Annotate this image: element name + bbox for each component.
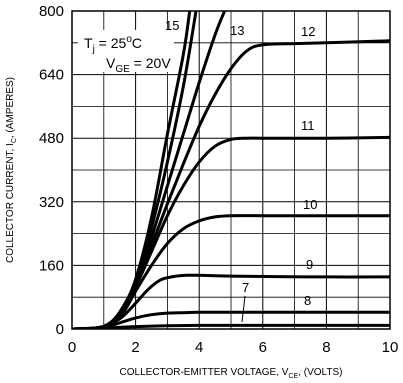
curve-label-11: 11 — [301, 118, 315, 133]
y-tick-label: 160 — [39, 257, 64, 274]
tick-labels: 0 2 4 6 8 10 0 160 320 480 640 800 — [39, 3, 398, 356]
y-tick-label: 800 — [39, 3, 64, 20]
x-tick-label: 2 — [131, 339, 139, 356]
vge-annotation: VGE = 20V — [106, 55, 171, 75]
curve-label-7: 7 — [242, 280, 249, 295]
curve-label-15: 15 — [165, 18, 179, 33]
y-tick-label: 0 — [56, 321, 64, 338]
x-tick-label: 0 — [68, 339, 76, 356]
curve-label-8: 8 — [304, 293, 311, 308]
annotation-box — [78, 30, 174, 72]
curve-label-9: 9 — [306, 257, 313, 272]
x-tick-label: 4 — [195, 339, 203, 356]
y-tick-label: 480 — [39, 130, 64, 147]
curve-labels: 7 8 9 10 11 12 13 15 — [165, 18, 317, 323]
y-tick-label: 640 — [39, 67, 64, 84]
x-tick-label: 10 — [382, 339, 399, 356]
tj-annotation: Tj = 25oC — [84, 34, 142, 55]
curve-label-10: 10 — [303, 197, 317, 212]
curve-label-13: 13 — [230, 23, 244, 38]
y-axis-title: COLLECTOR CURRENT, IC, (AMPERES) — [5, 77, 18, 263]
plot-frame — [71, 10, 391, 330]
label-7-leader — [241, 295, 246, 323]
x-axis-title: COLLECTOR-EMITTER VOLTAGE, VCE, (VOLTS) — [120, 367, 343, 380]
y-tick-label: 320 — [39, 194, 64, 211]
x-tick-label: 8 — [322, 339, 330, 356]
curves — [72, 10, 390, 329]
x-tick-label: 6 — [259, 339, 267, 356]
curve-vge-15 — [72, 10, 192, 329]
curve-label-12: 12 — [301, 24, 315, 39]
